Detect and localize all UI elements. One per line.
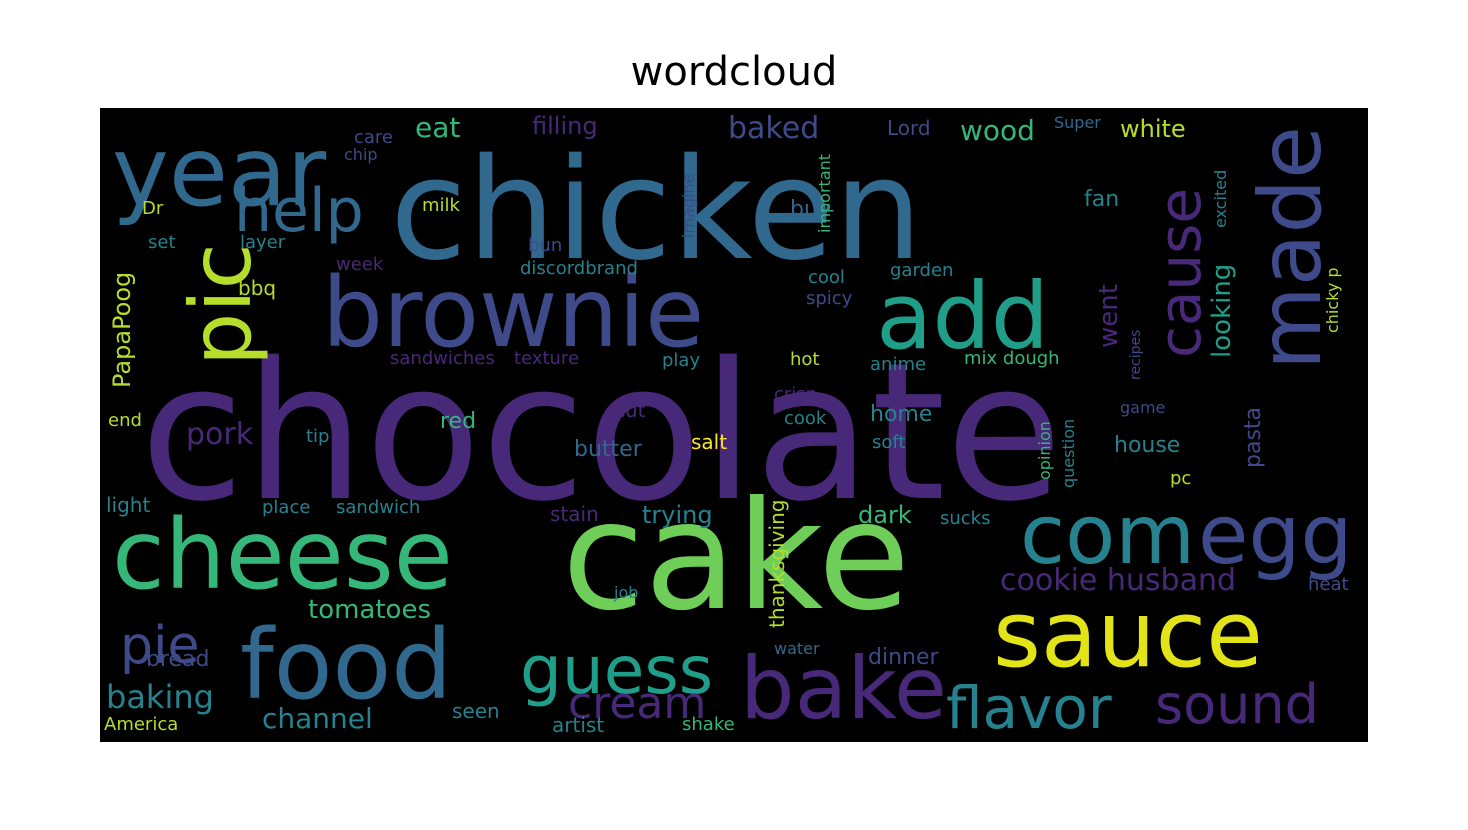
word-channel: channel bbox=[262, 702, 373, 735]
word-cream: cream bbox=[568, 678, 706, 729]
word-artist: artist bbox=[552, 713, 604, 737]
word-excited: excited bbox=[1211, 170, 1230, 228]
word-cook: cook bbox=[784, 408, 827, 429]
word-job: job bbox=[613, 583, 638, 602]
word-tomatoes: tomatoes bbox=[308, 595, 431, 625]
word-chocolate: chocolate bbox=[140, 322, 1062, 543]
word-mix-dough: mix dough bbox=[964, 348, 1060, 369]
wordcloud-canvas: chocolate chicken cake cheese brownie food sau… bbox=[100, 108, 1368, 742]
chart-title: wordcloud bbox=[630, 49, 838, 95]
word-flavor: flavor bbox=[946, 674, 1112, 742]
word-baking: baking bbox=[106, 678, 214, 716]
word-spicy: spicy bbox=[806, 288, 853, 309]
word-guess: guess bbox=[520, 632, 713, 709]
word-egg: egg bbox=[1198, 488, 1353, 583]
word-hot: hot bbox=[790, 349, 819, 370]
word-chicky-p: chicky p bbox=[1323, 267, 1342, 333]
word-butter: butter bbox=[574, 437, 643, 462]
word-sauce: sauce bbox=[993, 581, 1263, 688]
word-house: house bbox=[1114, 433, 1180, 458]
word-wood: wood bbox=[960, 114, 1035, 147]
word-week: week bbox=[336, 254, 384, 275]
word-baked: baked bbox=[728, 111, 819, 146]
word-red: red bbox=[440, 409, 476, 434]
word-pork: pork bbox=[186, 417, 254, 452]
word-dark: dark bbox=[858, 501, 912, 529]
word-went: went bbox=[1094, 284, 1124, 348]
word-lord: Lord bbox=[887, 116, 931, 140]
word-dr: Dr bbox=[142, 198, 164, 219]
word-papapoog: PapaPoog bbox=[108, 272, 136, 388]
word-cookie-husband: cookie husband bbox=[1000, 563, 1236, 598]
word-bun: bun bbox=[528, 235, 562, 256]
word-play: play bbox=[662, 350, 700, 371]
word-buy: buy bbox=[790, 197, 831, 222]
word-chip: chip bbox=[344, 145, 378, 164]
word-chicken: chicken bbox=[390, 129, 923, 292]
word-salt: salt bbox=[691, 430, 727, 454]
word-water: water bbox=[774, 639, 820, 658]
word-light: light bbox=[106, 493, 150, 517]
word-cool: cool bbox=[808, 267, 845, 288]
word-discordbrand: discordbrand bbox=[520, 258, 638, 279]
word-food: food bbox=[240, 609, 452, 721]
word-stain: stain bbox=[550, 502, 599, 526]
word-brownie: brownie bbox=[322, 257, 704, 369]
word-crisp: crisp bbox=[774, 384, 817, 405]
word-dinner: dinner bbox=[868, 645, 939, 670]
word-fan: fan bbox=[1084, 187, 1119, 212]
word-made: made bbox=[1241, 126, 1341, 370]
word-layer: layer bbox=[240, 232, 286, 253]
word-question: question bbox=[1059, 419, 1078, 488]
word-seen: seen bbox=[452, 699, 500, 723]
word-trying: trying bbox=[642, 501, 713, 529]
word-opinion: opinion bbox=[1035, 421, 1054, 480]
word-heat: heat bbox=[1308, 574, 1349, 595]
word-game: game bbox=[1120, 398, 1165, 417]
word-pic: pic bbox=[172, 243, 270, 366]
word-sandwiches: sandwiches bbox=[390, 348, 495, 369]
word-pasta: pasta bbox=[1241, 407, 1266, 468]
word-help: help bbox=[234, 176, 364, 246]
word-white: white bbox=[1120, 115, 1186, 143]
word-care: care bbox=[354, 127, 393, 148]
word-sandwich: sandwich bbox=[336, 497, 420, 518]
word-bbq: bbq bbox=[238, 276, 276, 300]
word-super: Super bbox=[1054, 113, 1101, 132]
word-home: home bbox=[870, 402, 932, 427]
word-bread: bread bbox=[146, 647, 210, 672]
word-year: year bbox=[112, 116, 327, 228]
word-set: set bbox=[148, 232, 176, 253]
word-sound: sound bbox=[1155, 673, 1319, 736]
word-milk: milk bbox=[422, 195, 461, 216]
word-recipes: recipes bbox=[1128, 330, 1144, 380]
word-cut: cut bbox=[614, 398, 646, 422]
word-texture: texture bbox=[514, 348, 579, 369]
word-pie: pie bbox=[120, 616, 199, 676]
word-add: add bbox=[876, 263, 1049, 370]
word-important: important bbox=[815, 154, 834, 233]
word-shake: shake bbox=[682, 714, 735, 735]
word-pc: pc bbox=[1170, 468, 1191, 489]
word-filling: filling bbox=[532, 112, 598, 140]
wordcloud-svg: chocolate chicken cake cheese brownie food sau… bbox=[104, 111, 1353, 742]
word-america: America bbox=[104, 714, 178, 735]
word-cake: cake bbox=[562, 470, 910, 644]
word-com: com bbox=[1020, 488, 1195, 583]
word-looking: looking bbox=[1207, 264, 1237, 358]
word-bake: bake bbox=[740, 639, 947, 739]
word-place: place bbox=[262, 497, 310, 518]
word-sucks: sucks bbox=[940, 508, 990, 529]
word-anime: anime bbox=[870, 354, 926, 375]
word-garden: garden bbox=[890, 260, 953, 281]
word-cause: cause bbox=[1146, 188, 1214, 358]
word-tip: tip bbox=[306, 426, 329, 447]
word-eat: eat bbox=[415, 111, 460, 144]
word-soft: soft bbox=[872, 432, 905, 453]
word-thanksgiving: thanksgiving bbox=[765, 500, 789, 628]
word-cheese: cheese bbox=[112, 499, 453, 611]
word-imagine: imagine bbox=[679, 174, 698, 238]
word-end: end bbox=[108, 410, 142, 431]
